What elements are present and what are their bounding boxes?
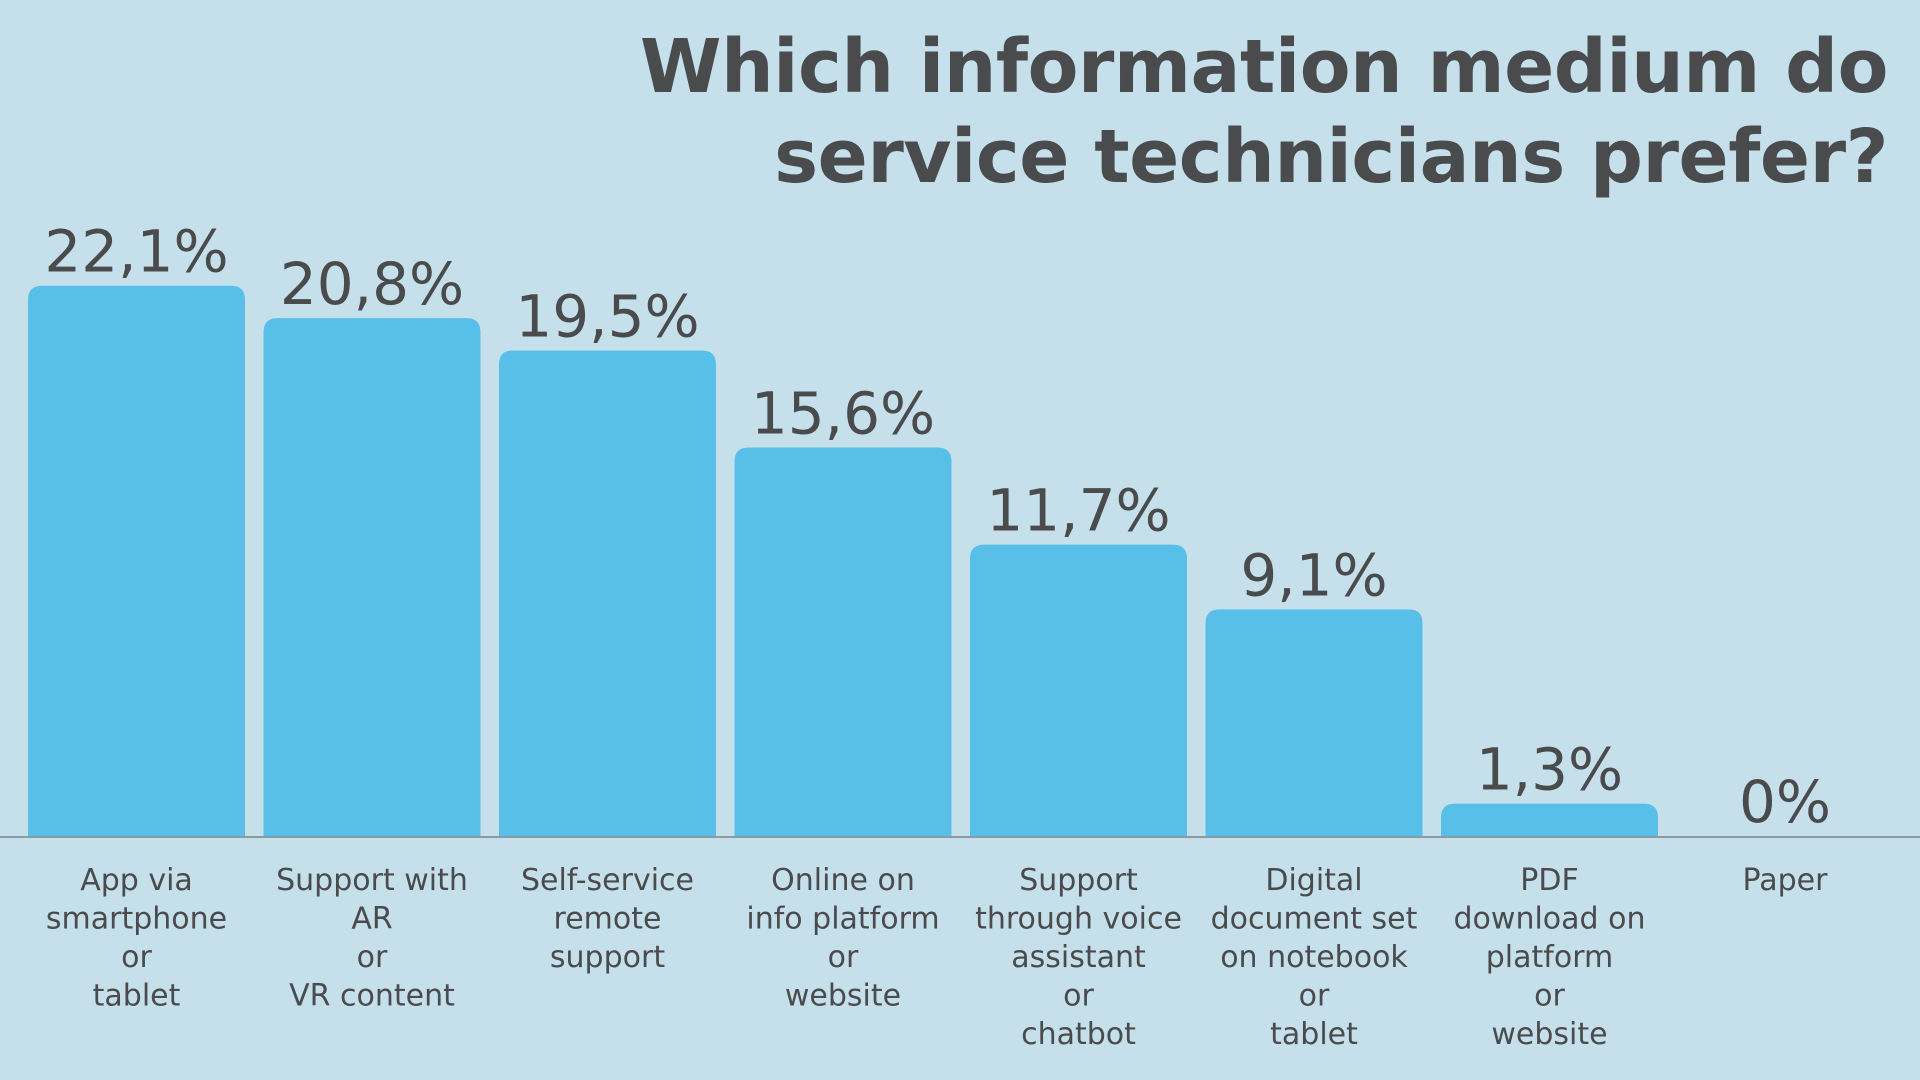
bar-2 xyxy=(263,318,481,837)
category-label-4: Online on info platform or website xyxy=(746,863,939,1014)
bar-value-label-1: 22,1% xyxy=(44,218,228,286)
bar-value-label-2: 20,8% xyxy=(280,250,464,318)
chart-title-line-1: Which information medium do xyxy=(639,24,1889,110)
chart-title-line-2: service technicians prefer? xyxy=(774,114,1888,200)
chart-title: Which information medium do service tech… xyxy=(639,22,1889,202)
bar-4 xyxy=(734,447,952,836)
bar-value-label-6: 9,1% xyxy=(1240,541,1387,609)
bar-value-label-5: 11,7% xyxy=(986,477,1170,545)
category-label-7: PDF download on platform or website xyxy=(1454,863,1646,1052)
bar-7 xyxy=(1441,803,1658,836)
bar-5 xyxy=(970,544,1187,836)
bar-1 xyxy=(28,285,245,837)
bar-value-label-8: 0% xyxy=(1739,768,1831,836)
bar-value-label-4: 15,6% xyxy=(751,380,935,448)
bar-value-label-3: 19,5% xyxy=(515,282,699,350)
category-label-5: Support through voice assistant or chatbot xyxy=(975,863,1182,1052)
category-label-1: App via smartphone or tablet xyxy=(46,863,227,1014)
category-label-2: Support with AR or VR content xyxy=(276,863,468,1014)
category-label-6: Digital document set on notebook or tablet xyxy=(1211,863,1418,1052)
category-label-3: Self-service remote support xyxy=(521,863,694,975)
bar-6 xyxy=(1205,609,1423,836)
category-label-8: Paper xyxy=(1743,863,1829,898)
bar-value-label-7: 1,3% xyxy=(1476,736,1623,804)
bar-3 xyxy=(499,350,716,836)
